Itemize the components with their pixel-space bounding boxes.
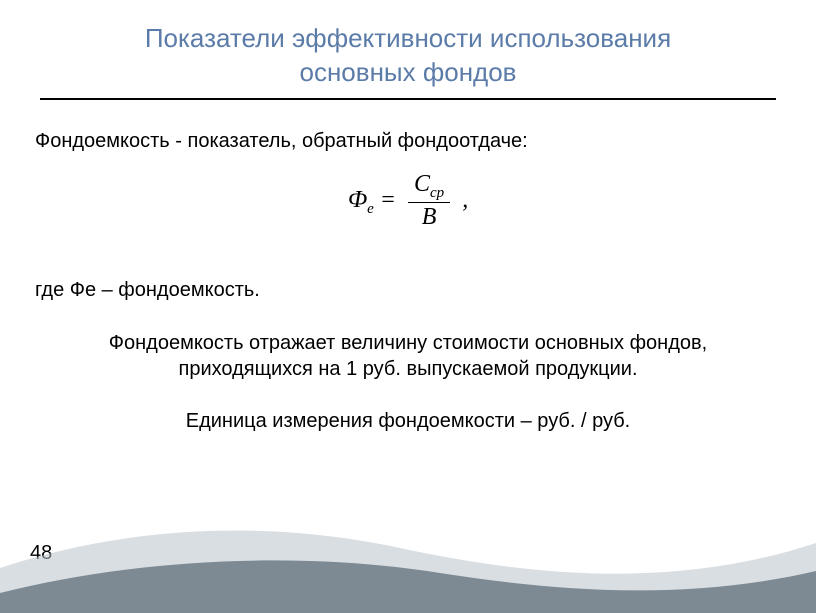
formula-lhs-sub: е — [367, 200, 374, 216]
formula-lhs: Фе — [348, 187, 380, 213]
title-line-2: основных фондов — [299, 57, 516, 87]
unit-text: Единица измерения фондоемкости – руб. / … — [50, 410, 766, 433]
formula-lhs-main: Ф — [348, 187, 367, 213]
where-text: где Фе – фондоемкость. — [35, 279, 781, 302]
page-number: 48 — [30, 542, 52, 565]
description: Фондоемкость отражает величину стоимости… — [50, 330, 766, 382]
wave-bottom — [0, 560, 816, 613]
desc-line-1: Фондоемкость отражает величину стоимости… — [109, 332, 707, 354]
slide: Показатели эффективности использования о… — [0, 0, 816, 613]
formula-num-sub: ср — [430, 184, 444, 200]
desc-line-2: приходящихся на 1 руб. выпускаемой проду… — [178, 358, 637, 380]
equals: = — [380, 187, 402, 213]
slide-title: Показатели эффективности использования о… — [30, 22, 786, 90]
formula-comma: , — [462, 187, 468, 213]
wave-top — [0, 531, 816, 613]
formula: Фе = Сср В , — [30, 171, 786, 232]
formula-num-main: С — [414, 171, 430, 197]
title-underline — [40, 98, 776, 100]
title-line-1: Показатели эффективности использования — [145, 23, 671, 53]
formula-numerator: Сср — [408, 171, 450, 204]
formula-fraction: Сср В — [408, 171, 450, 232]
intro-text: Фондоемкость - показатель, обратный фонд… — [35, 130, 781, 153]
wave-decoration — [0, 493, 816, 613]
formula-denominator: В — [408, 203, 450, 231]
